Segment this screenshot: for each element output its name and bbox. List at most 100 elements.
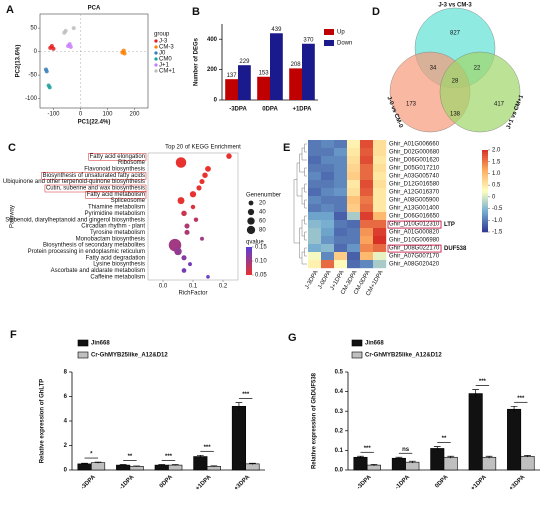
- bubble: [174, 247, 182, 256]
- data-label: 137: [227, 73, 238, 79]
- heat-cell: [321, 212, 335, 221]
- significance-label: **: [442, 436, 447, 442]
- y-tick-label: Tyrosine metabolism: [90, 230, 145, 236]
- heat-cell: [308, 196, 322, 205]
- x-tick-label: 0.0: [159, 284, 168, 290]
- colorbar-segment: [482, 197, 488, 200]
- bubble: [181, 268, 187, 273]
- error-bar: [510, 405, 518, 413]
- colorbar-segment: [482, 166, 488, 169]
- heat-cell: [334, 212, 348, 221]
- y-tick-label: 0.4: [335, 389, 344, 395]
- row-label: Ghir_A07G007170: [389, 254, 440, 260]
- bubble: [190, 204, 196, 210]
- bubble: [202, 172, 208, 178]
- y-tick-label: Protein processing in endoplasmic reticu…: [28, 249, 145, 255]
- legend-label: J-3: [159, 39, 168, 45]
- error-bar: [210, 465, 218, 467]
- heat-cell: [347, 156, 361, 165]
- significance-label: ***: [364, 446, 372, 452]
- y-tick-label: Biosynthesis of unsaturated fatty acids: [43, 173, 145, 179]
- heat-cell: [360, 252, 374, 261]
- colorbar-segment: [482, 207, 488, 210]
- colorbar-segment: [482, 188, 488, 192]
- legend-title: Genenumber: [246, 193, 281, 199]
- row-label: Ghir_A03G005740: [389, 174, 440, 180]
- legend-label: 60: [259, 219, 266, 225]
- heat-cell: [308, 236, 322, 245]
- dendrogram-branch: [304, 143, 307, 153]
- panel-label: D: [372, 6, 380, 18]
- bar: [520, 455, 535, 471]
- row-label: Ghir_D06G016650: [389, 214, 440, 220]
- heat-cell: [373, 236, 387, 245]
- heat-cell: [334, 196, 348, 205]
- row-label: Ghir_D05G017210: [389, 166, 440, 172]
- y-tick-label: 400: [207, 37, 218, 43]
- legend-label: 40: [259, 210, 266, 216]
- colorbar-label: -1.0: [492, 218, 503, 224]
- heat-cell: [308, 220, 322, 229]
- panel-label: B: [192, 6, 200, 18]
- bar: [231, 405, 247, 471]
- colorbar-segment: [482, 150, 488, 153]
- legend-label: Cr-GhMYB25like_A12&D12: [91, 353, 168, 359]
- heat-cell: [373, 260, 387, 269]
- colorbar: [246, 247, 252, 275]
- x-tick-label: 100: [102, 112, 113, 118]
- x-tick-label: 200: [129, 112, 140, 118]
- y-tick-label: 0: [214, 98, 218, 104]
- bubble: [184, 223, 190, 229]
- heat-cell: [321, 220, 335, 229]
- error-bar: [395, 456, 403, 460]
- highlight-box: [387, 244, 442, 253]
- x-tick-label: -3DPA: [80, 474, 97, 491]
- row-label: Ghir_D12G016580: [389, 182, 440, 188]
- heat-cell: [334, 156, 348, 165]
- legend-label: Jin668: [365, 341, 384, 347]
- error-bar: [408, 460, 416, 464]
- highlight-box: [41, 172, 147, 180]
- colorbar-label: 0.5: [492, 183, 501, 189]
- colorbar-label: 0.15: [255, 245, 267, 251]
- colorbar-label: 0.05: [255, 273, 267, 279]
- y-tick-label: Fatty acid elongation: [90, 154, 145, 160]
- error-bar: [370, 463, 378, 466]
- colorbar-segment: [482, 203, 488, 206]
- bubble: [206, 275, 210, 279]
- y-tick-label: 0.3: [335, 409, 344, 415]
- y-axis-label: Relative expression of GhLTP: [40, 379, 46, 464]
- colorbar-segment: [482, 209, 488, 212]
- colorbar-segment: [482, 170, 488, 173]
- heat-cell: [373, 188, 387, 197]
- legend-swatch: [154, 39, 158, 43]
- colorbar-segment: [482, 227, 488, 231]
- panel-label: A: [6, 4, 14, 16]
- colorbar-label: 1.5: [492, 159, 501, 165]
- heat-cell: [308, 156, 322, 165]
- row-label: Ghir_A08G005900: [389, 198, 440, 204]
- error-bar: [485, 455, 493, 459]
- legend-swatch: [154, 51, 158, 55]
- error-bar: [81, 462, 88, 465]
- bubble: [199, 179, 205, 185]
- heat-cell: [308, 148, 322, 157]
- heat-cell: [347, 244, 361, 253]
- colorbar-segment: [482, 223, 488, 227]
- bar: [168, 464, 183, 471]
- heat-cell: [360, 220, 374, 229]
- heat-cell: [347, 228, 361, 237]
- significance-label: ***: [479, 379, 487, 385]
- x-tick-label: +3DPA: [233, 474, 251, 492]
- bar: [116, 464, 131, 471]
- row-label: Ghir_D08G022170: [389, 246, 440, 252]
- heat-cell: [321, 204, 335, 213]
- x-tick-label: -3DPA: [356, 474, 373, 491]
- bar: [154, 464, 169, 471]
- colorbar-segment: [482, 162, 488, 165]
- legend-swatch: [324, 40, 334, 46]
- data-label: 229: [239, 59, 250, 65]
- colorbar-segment: [482, 168, 488, 171]
- bar: [225, 79, 238, 100]
- y-tick-label: Thiamine metabolism: [88, 205, 145, 211]
